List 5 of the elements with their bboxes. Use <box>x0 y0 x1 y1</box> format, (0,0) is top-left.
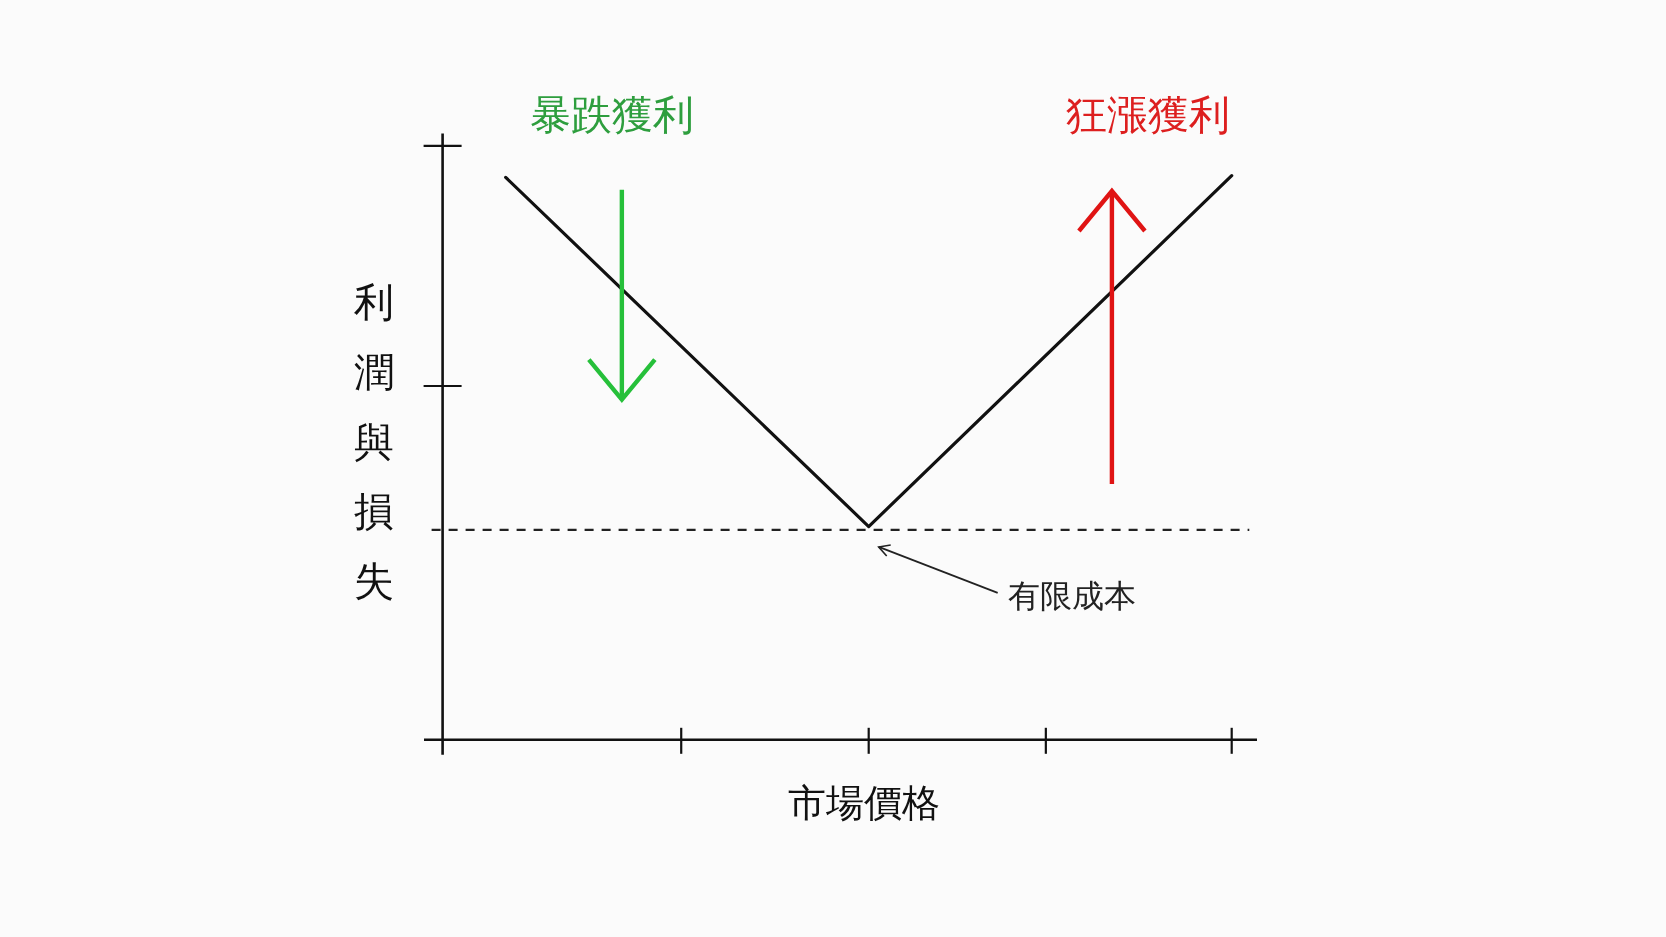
ref-line-label: 有限成本 <box>1007 576 1136 615</box>
text: 暴跌獲利 <box>529 91 694 139</box>
x-axis-title: 市場價格 <box>787 781 940 825</box>
text: 狂漲獲利 <box>1065 91 1230 139</box>
y-axis-title: 利潤與損失 <box>354 279 394 604</box>
